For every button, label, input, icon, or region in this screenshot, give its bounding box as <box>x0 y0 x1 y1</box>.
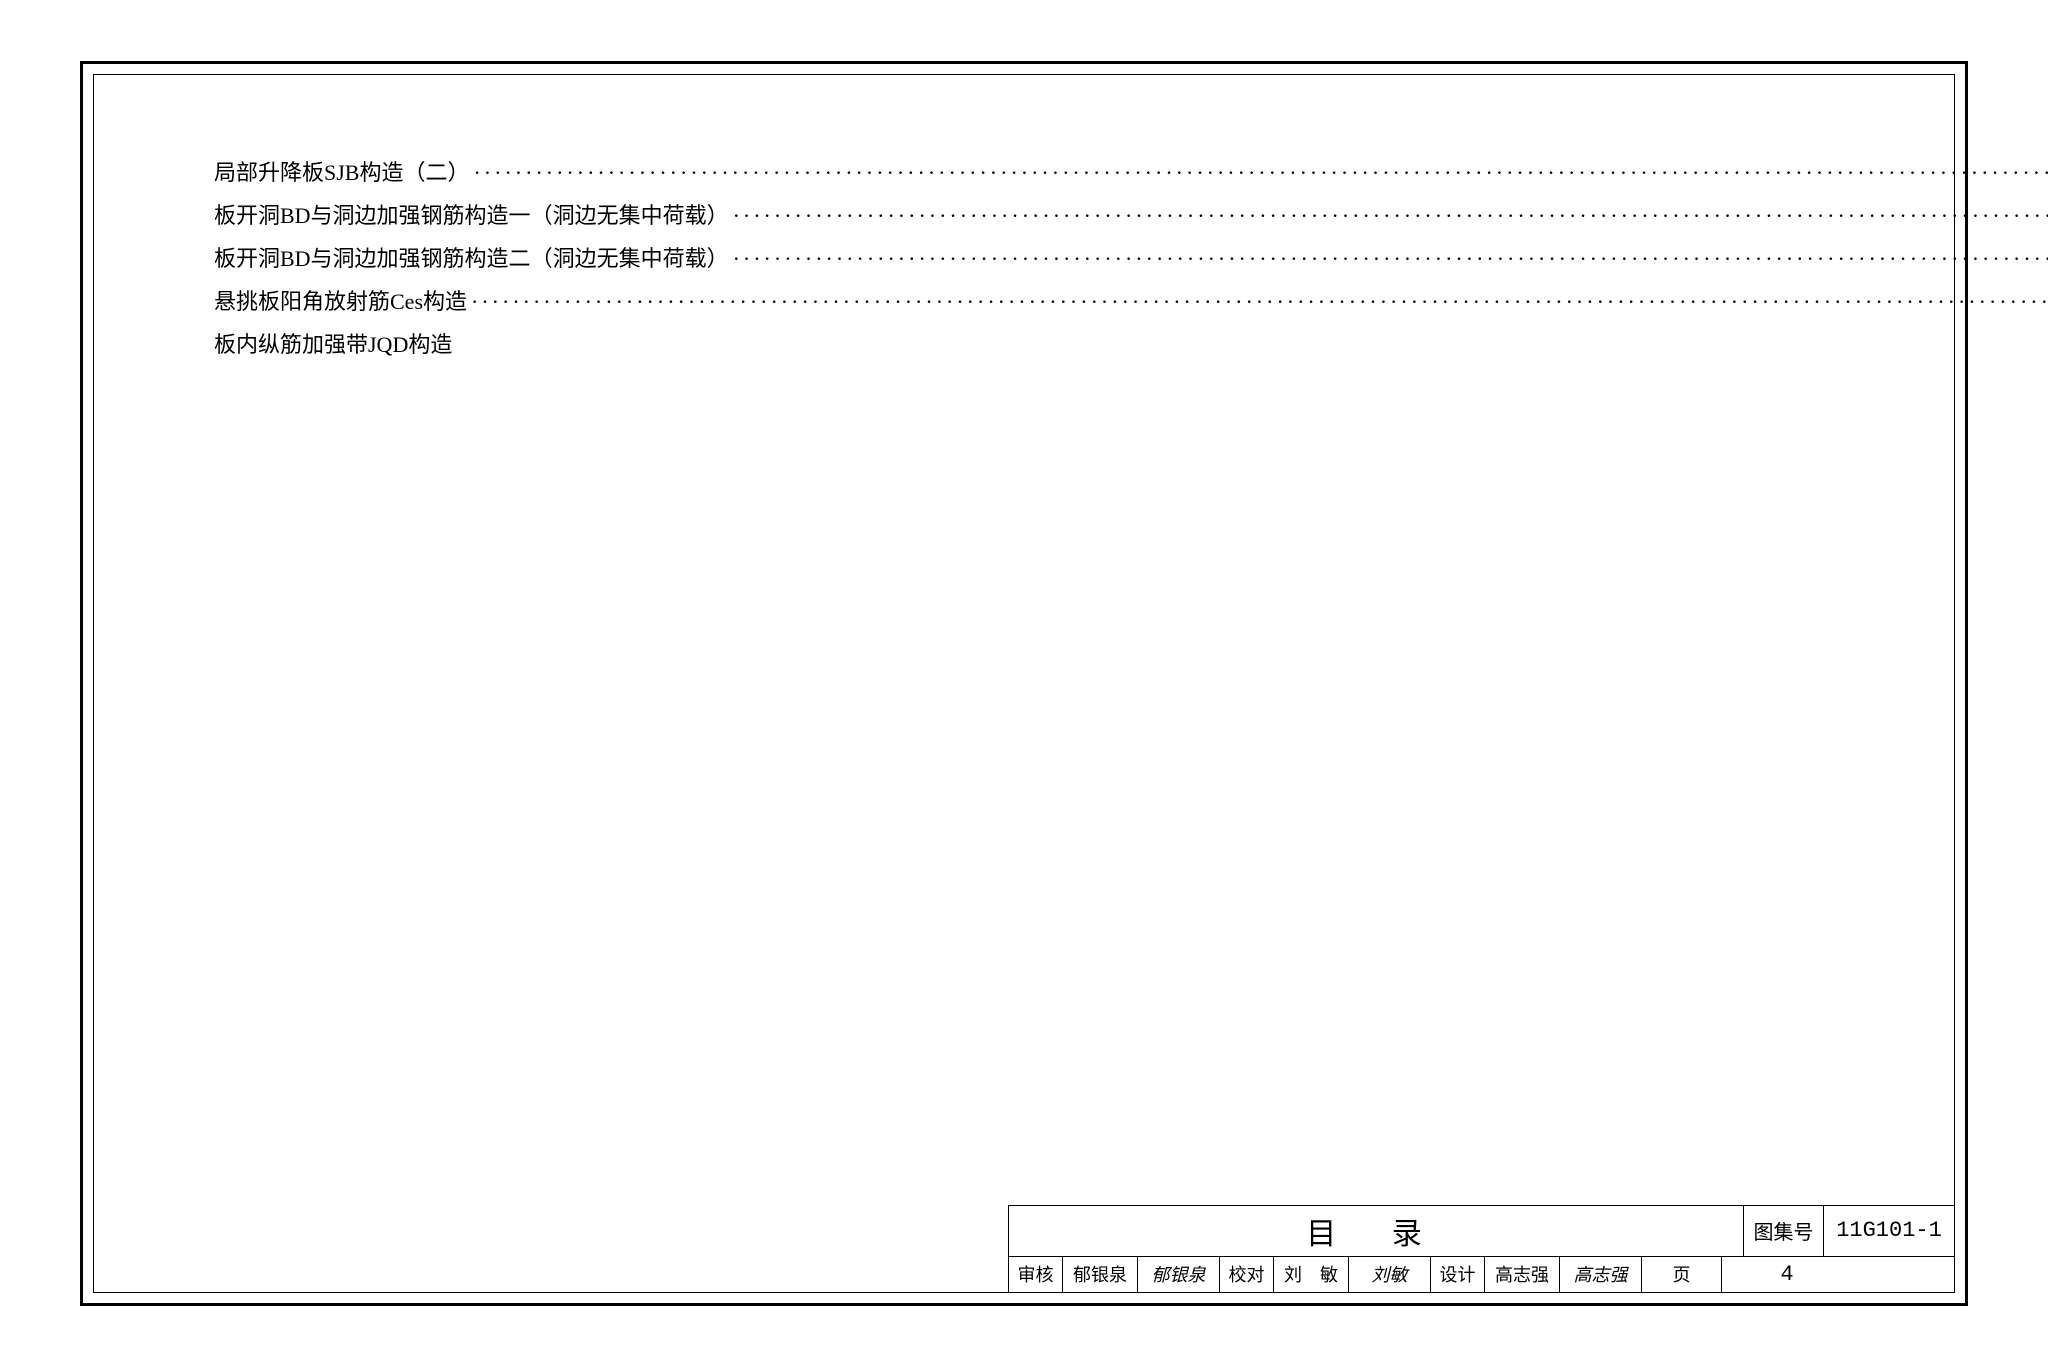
titleblock-row-2: 审核 郁银泉 郁银泉 校对 刘 敏 刘敏 设计 高志强 高志强 页 4 <box>1009 1257 1954 1292</box>
toc-entry-title: 悬挑板阳角放射筋Ces构造 <box>214 284 467 319</box>
check-label: 校对 <box>1220 1257 1274 1292</box>
toc-entry: 悬挑板阳角放射筋Ces构造···························… <box>214 284 2048 319</box>
toc-entry: 板内纵筋加强带JQD构造 <box>214 327 2048 362</box>
toc-entry: 板开洞BD与洞边加强钢筋构造一（洞边无集中荷载）················… <box>214 198 2048 233</box>
document-page: 局部升降板SJB构造（二）···························… <box>80 61 1968 1306</box>
toc-entry-leader: ········································… <box>467 284 2048 319</box>
review-name: 郁银泉 <box>1063 1257 1138 1292</box>
toc-entry-title: 板内纵筋加强带JQD构造 <box>214 327 452 362</box>
toc-entry: 板开洞BD与洞边加强钢筋构造二（洞边无集中荷载）················… <box>214 241 2048 276</box>
toc-entry-leader: ········································… <box>729 198 2048 233</box>
toc-entry: 局部升降板SJB构造（二）···························… <box>214 155 2048 190</box>
atlas-number-label: 图集号 <box>1744 1206 1824 1256</box>
design-name: 高志强 <box>1485 1257 1560 1292</box>
titleblock-row-1: 目 录 图集号 11G101-1 <box>1009 1206 1954 1257</box>
review-label: 审核 <box>1009 1257 1063 1292</box>
toc-entry-leader: ········································… <box>469 155 2048 190</box>
toc-entry-title: 板开洞BD与洞边加强钢筋构造一（洞边无集中荷载） <box>214 198 729 233</box>
title-block: 目 录 图集号 11G101-1 审核 郁银泉 郁银泉 校对 刘 敏 刘敏 设计… <box>1008 1205 1954 1292</box>
toc-entry-leader: ········································… <box>729 241 2048 276</box>
toc-entry-title: 板开洞BD与洞边加强钢筋构造二（洞边无集中荷载） <box>214 241 729 276</box>
page-number: 4 <box>1722 1257 1852 1292</box>
check-name: 刘 敏 <box>1274 1257 1349 1292</box>
atlas-number-value: 11G101-1 <box>1824 1206 1954 1256</box>
toc-content: 局部升降板SJB构造（二）···························… <box>214 155 1834 363</box>
design-signature: 高志强 <box>1560 1257 1642 1292</box>
inner-frame: 局部升降板SJB构造（二）···························… <box>93 74 1955 1293</box>
document-title: 目 录 <box>1009 1206 1744 1256</box>
design-label: 设计 <box>1431 1257 1485 1292</box>
page-label: 页 <box>1642 1257 1722 1292</box>
review-signature: 郁银泉 <box>1138 1257 1220 1292</box>
toc-entry-title: 局部升降板SJB构造（二） <box>214 155 469 190</box>
toc-column-left: 局部升降板SJB构造（二）···························… <box>214 155 2048 363</box>
check-signature: 刘敏 <box>1349 1257 1431 1292</box>
